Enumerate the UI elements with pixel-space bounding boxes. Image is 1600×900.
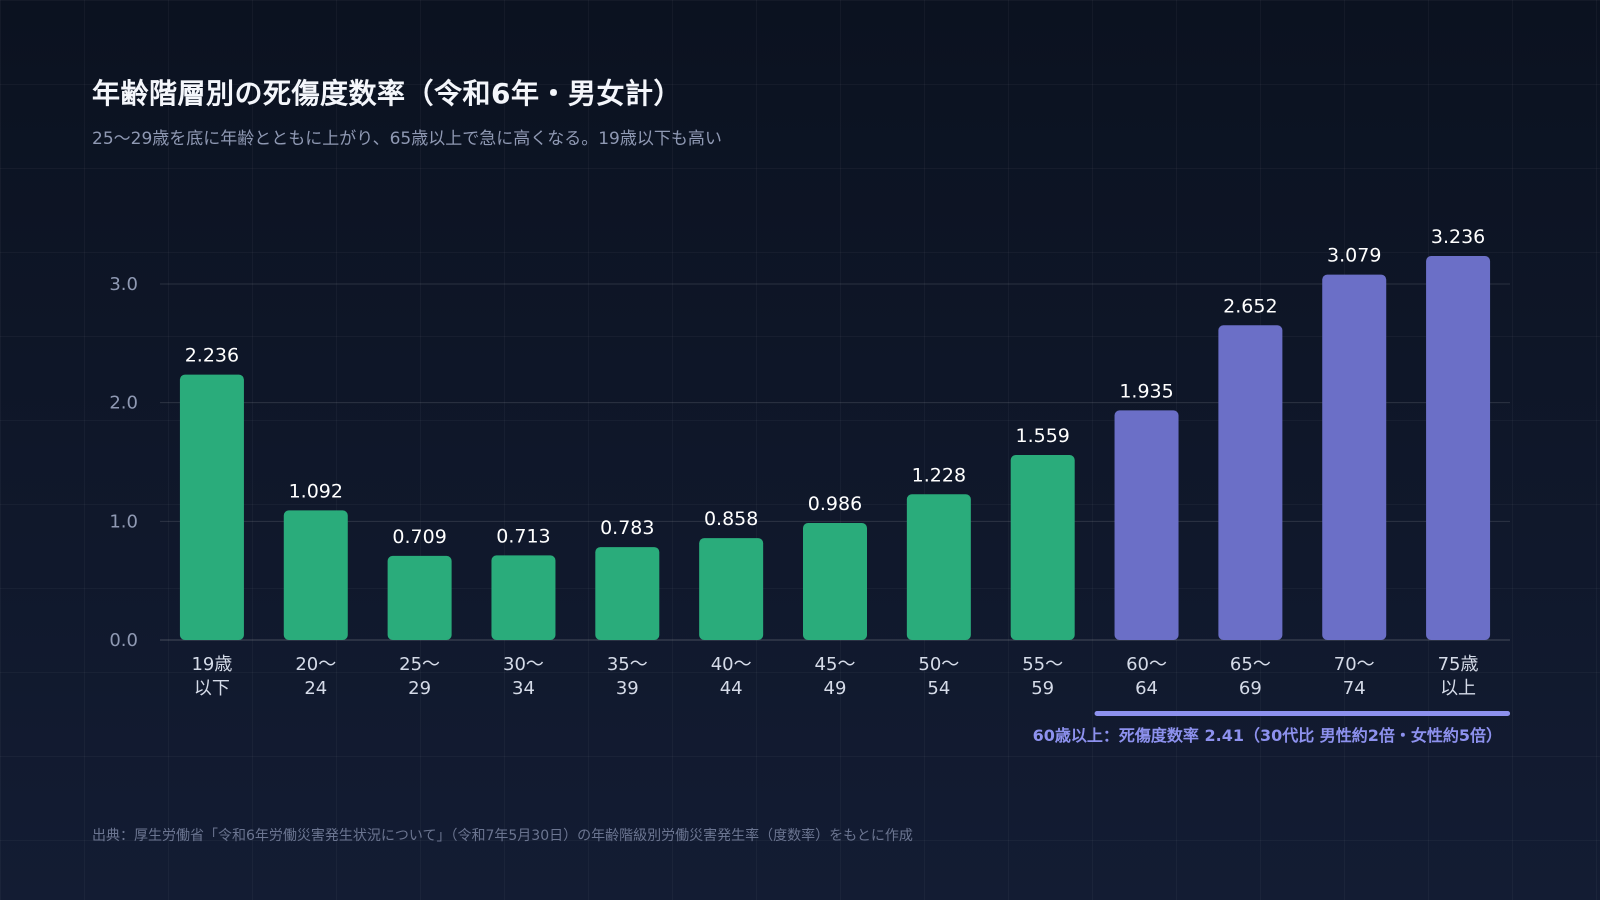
y-tick-label: 2.0: [109, 393, 138, 414]
bar: [1426, 255, 1491, 640]
bar: [699, 538, 764, 640]
bar: [283, 510, 348, 640]
y-tick-label: 1.0: [109, 511, 138, 532]
bar: [179, 374, 244, 640]
x-tick-label: 39: [616, 678, 639, 699]
x-tick-label: 65〜: [1230, 654, 1271, 675]
bar: [906, 494, 971, 640]
bar: [803, 522, 867, 640]
bar-value-label: 0.986: [808, 493, 862, 515]
bar-value-label: 1.228: [912, 464, 966, 486]
x-tick-label: 25〜: [399, 654, 440, 675]
x-tick-label: 69: [1239, 678, 1262, 699]
x-tick-label: 29: [408, 678, 431, 699]
bar-value-label: 2.236: [185, 345, 239, 367]
x-tick-label: 35〜: [607, 654, 648, 675]
x-tick-label: 以下: [194, 678, 230, 699]
x-tick-label: 以上: [1440, 678, 1476, 699]
page-subtitle: 25〜29歳を底に年齢とともに上がり、65歳以上で急に高くなる。19歳以下も高い: [92, 129, 722, 149]
source-note: 出典：厚生労働省「令和6年労働災害発生状況について」（令和7年5月30日）の年齢…: [92, 828, 913, 844]
x-tick-label: 64: [1135, 678, 1158, 699]
bar-value-label: 0.713: [496, 525, 550, 547]
bar-value-label: 2.652: [1223, 295, 1277, 317]
bar: [1322, 274, 1387, 640]
y-tick-label: 3.0: [109, 274, 138, 295]
x-tick-label: 60〜: [1126, 654, 1167, 675]
x-tick-label: 20〜: [295, 654, 336, 675]
bar-value-label: 0.858: [704, 508, 758, 530]
y-tick-label: 0.0: [109, 630, 138, 651]
bar-value-label: 1.935: [1119, 380, 1173, 402]
bar-value-label: 3.079: [1327, 245, 1381, 267]
x-tick-label: 30〜: [503, 654, 544, 675]
x-tick-label: 34: [512, 678, 535, 699]
bar: [1114, 410, 1179, 640]
x-tick-label: 59: [1031, 678, 1054, 699]
bar-value-label: 1.559: [1015, 425, 1069, 447]
x-tick-label: 44: [720, 678, 743, 699]
bar: [491, 555, 556, 640]
bar-value-label: 0.783: [600, 517, 654, 539]
x-tick-label: 49: [824, 678, 847, 699]
x-tick-label: 74: [1343, 678, 1366, 699]
annotation-bracket: [1094, 711, 1511, 716]
x-tick-label: 70〜: [1334, 654, 1375, 675]
x-tick-label: 24: [304, 678, 327, 699]
bar: [387, 555, 452, 640]
x-tick-label: 75歳: [1438, 654, 1479, 675]
x-tick-label: 50〜: [918, 654, 959, 675]
x-tick-label: 45〜: [815, 654, 856, 675]
bar-value-label: 1.092: [289, 480, 343, 502]
x-tick-label: 40〜: [711, 654, 752, 675]
x-tick-label: 55〜: [1022, 654, 1063, 675]
bar: [595, 547, 660, 640]
x-tick-label: 54: [927, 678, 950, 699]
annotation-text: 60歳以上：死傷度数率 2.41（30代比 男性約2倍・女性約5倍）: [1033, 726, 1502, 745]
bar: [1010, 454, 1075, 640]
bar-value-label: 0.709: [392, 526, 446, 548]
page-title: 年齢階層別の死傷度数率（令和6年・男女計）: [92, 77, 682, 110]
bar-value-label: 3.236: [1431, 226, 1485, 248]
x-tick-label: 19歳: [191, 654, 232, 675]
bar: [1218, 325, 1283, 640]
